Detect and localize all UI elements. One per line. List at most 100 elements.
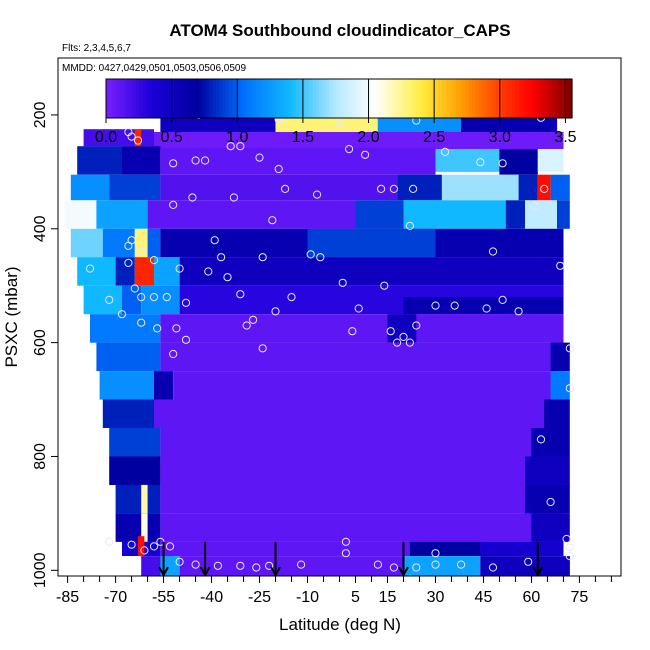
data-point	[175, 264, 184, 273]
y-tick-label: 800	[32, 443, 49, 470]
data-point	[153, 324, 162, 333]
data-point	[140, 546, 149, 555]
data-point	[258, 253, 267, 262]
heatmap-cell	[525, 484, 570, 514]
colorbar-segment	[532, 79, 536, 118]
data-point	[354, 304, 363, 313]
data-point	[380, 281, 389, 290]
heatmap-cell	[154, 371, 174, 400]
heatmap-cell	[138, 536, 145, 557]
heatmap-cell	[160, 342, 564, 372]
heatmap-cell	[134, 228, 148, 258]
data-point	[181, 298, 191, 307]
colorbar-segment	[558, 79, 563, 118]
colorbar-segment	[508, 79, 513, 118]
data-point	[149, 293, 159, 302]
data-point	[117, 310, 127, 319]
heatmap-cell	[134, 257, 154, 286]
colorbar-segment	[145, 79, 150, 118]
colorbar-segment	[375, 79, 380, 118]
data-point	[162, 293, 171, 302]
x-tick-label: 15	[379, 589, 397, 606]
data-point	[565, 552, 574, 561]
colorbar: 0.0 0.5 1.0 1.5 2.0 2.5 3.0 3.5	[95, 78, 577, 146]
x-tick-label: -85	[56, 589, 79, 606]
colorbar-segment	[372, 79, 377, 118]
data-point	[361, 150, 370, 159]
heatmap-cell	[550, 371, 570, 400]
data-point	[137, 247, 146, 256]
data-point	[565, 384, 574, 393]
data-point	[546, 497, 555, 507]
heatmap-cell	[83, 285, 122, 315]
heatmap-cell	[505, 200, 525, 229]
arrow-marker	[270, 541, 281, 577]
heatmap-cell	[537, 174, 551, 201]
colorbar-segment	[235, 79, 240, 118]
colorbar-segment	[358, 79, 363, 118]
colorbar-segment	[388, 79, 393, 118]
heatmap-cell	[441, 174, 519, 201]
colorbar-segment	[106, 79, 110, 118]
colorbar-segment	[455, 79, 460, 118]
data-point	[188, 193, 197, 202]
x-tick-label: 45	[475, 589, 493, 606]
colorbar-segment	[415, 79, 420, 118]
colorbar-segment	[212, 79, 217, 118]
colorbar-segment	[522, 79, 526, 118]
data-point	[450, 301, 459, 310]
x-tick-label: -70	[104, 589, 127, 606]
arrow-markers	[158, 541, 544, 577]
colorbar-segment	[339, 79, 343, 118]
heatmap-cell	[550, 342, 570, 372]
data-point	[252, 563, 261, 572]
data-point	[169, 159, 178, 168]
colorbar-segment	[319, 79, 323, 118]
colorbar-segment	[452, 79, 457, 118]
colorbar-segment	[462, 79, 467, 118]
data-point	[85, 264, 95, 273]
colorbar-tick-label: 0.0	[95, 129, 117, 146]
colorbar-segment	[119, 79, 124, 118]
colorbar-segment	[139, 79, 144, 118]
data-point	[399, 332, 408, 341]
colorbar-segment	[292, 79, 297, 118]
colorbar-segment	[239, 79, 244, 118]
data-point	[213, 561, 222, 570]
heatmap-cell	[96, 200, 148, 229]
heatmap-cell	[480, 556, 570, 576]
data-point	[201, 156, 210, 165]
colorbar-segment	[382, 79, 387, 118]
colorbar-segment	[172, 79, 177, 118]
arrow-marker	[199, 541, 211, 577]
heatmap-cell	[160, 314, 564, 343]
colorbar-segment	[175, 79, 180, 118]
data-point	[127, 540, 136, 549]
heatmap-cell	[550, 174, 570, 201]
heatmap-cell	[397, 174, 442, 201]
colorbar-segment	[279, 79, 284, 118]
colorbar-segment	[335, 79, 340, 118]
heatmap-cell	[109, 456, 161, 485]
data-point	[210, 236, 219, 245]
colorbar-segment	[195, 79, 200, 118]
colorbar-segment	[322, 79, 327, 118]
heatmap-cell	[531, 428, 570, 457]
heatmap-cell	[102, 399, 154, 428]
colorbar-segment	[412, 79, 417, 118]
colorbar-segment	[442, 79, 447, 118]
data-point	[345, 145, 354, 154]
x-tick-label: 60	[523, 589, 541, 606]
heatmap-cell	[77, 146, 122, 175]
data-point	[405, 221, 414, 230]
colorbar-segment	[352, 79, 357, 118]
heatmap-cell	[307, 228, 436, 258]
colorbar-segment	[109, 79, 114, 118]
colorbar-segment	[229, 79, 234, 118]
heatmap-cell	[122, 146, 161, 175]
colorbar-segment	[125, 79, 130, 118]
colorbar-segment	[408, 79, 413, 118]
data-point	[242, 321, 251, 330]
colorbar-tick-label: 2.5	[423, 129, 445, 146]
